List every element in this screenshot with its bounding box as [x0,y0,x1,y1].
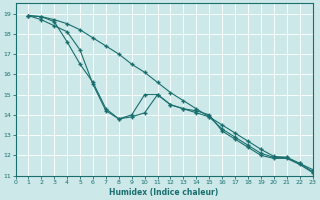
X-axis label: Humidex (Indice chaleur): Humidex (Indice chaleur) [109,188,219,197]
